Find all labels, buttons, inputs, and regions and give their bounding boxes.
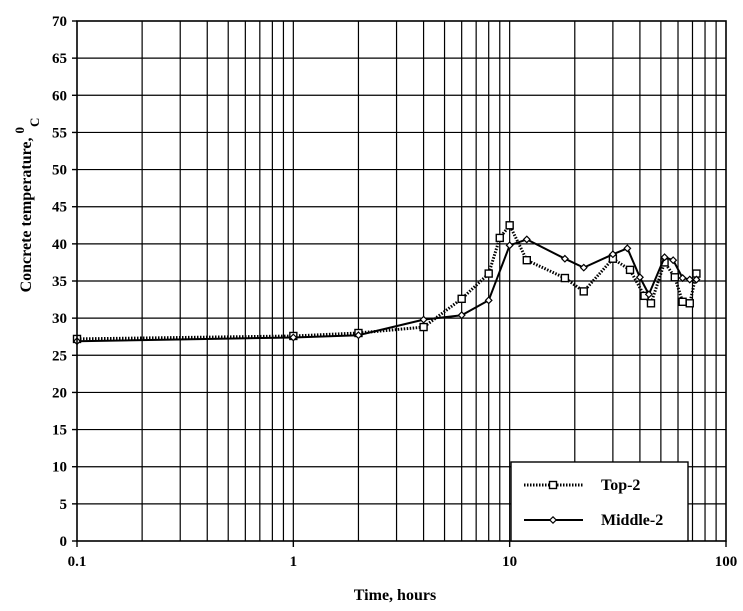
legend-label: Top-2 bbox=[601, 477, 640, 494]
x-tick-label: 0.1 bbox=[68, 554, 87, 570]
data-point bbox=[685, 275, 694, 284]
series-line bbox=[76, 223, 698, 341]
y-axis-title-main: Concrete temperature, bbox=[18, 133, 35, 292]
data-point bbox=[579, 287, 588, 296]
series-line bbox=[76, 238, 697, 343]
y-tick-label: 5 bbox=[60, 497, 68, 513]
data-point bbox=[495, 233, 504, 243]
data-point bbox=[678, 297, 687, 306]
legend-marker bbox=[548, 515, 558, 525]
y-tick-label: 35 bbox=[52, 274, 67, 290]
y-tick-label: 65 bbox=[52, 51, 67, 67]
x-tick-label: 10 bbox=[502, 554, 517, 570]
y-tick-label: 25 bbox=[52, 348, 67, 364]
x-tick-label: 100 bbox=[715, 554, 738, 570]
data-point bbox=[579, 263, 588, 272]
y-tick-label: 55 bbox=[52, 125, 67, 141]
data-point bbox=[354, 331, 363, 340]
data-point bbox=[457, 294, 466, 304]
data-point bbox=[685, 299, 694, 308]
y-axis-title-superscript: 0 bbox=[12, 127, 27, 134]
legend-box bbox=[510, 461, 689, 542]
grid-layer bbox=[77, 21, 726, 541]
legend-marker bbox=[548, 480, 558, 490]
data-point bbox=[522, 235, 531, 244]
data-point bbox=[669, 256, 678, 265]
data-point bbox=[623, 244, 632, 253]
data-point bbox=[660, 253, 669, 262]
data-point bbox=[484, 296, 493, 305]
data-point bbox=[625, 265, 635, 275]
y-tick-label: 40 bbox=[52, 237, 67, 253]
y-axis-title-subscript: C bbox=[27, 118, 42, 127]
data-point bbox=[419, 322, 428, 332]
y-tick-label: 10 bbox=[52, 460, 67, 476]
data-point bbox=[692, 275, 701, 284]
legend-label: Middle-2 bbox=[601, 512, 663, 529]
axis-layer: 0 5 10 15 20 25 30 35 40 45 50 55 60 65 70 0.1 1 10 100 bbox=[52, 14, 737, 570]
data-point bbox=[522, 256, 531, 265]
y-tick-label: 15 bbox=[52, 423, 67, 439]
data-point bbox=[457, 311, 466, 320]
series-layer bbox=[72, 221, 701, 346]
y-tick-label: 30 bbox=[52, 311, 67, 327]
series-middle-2 bbox=[72, 235, 701, 346]
y-tick-label: 50 bbox=[52, 163, 67, 179]
data-point bbox=[644, 290, 653, 299]
y-tick-label: 45 bbox=[52, 200, 67, 216]
data-point bbox=[560, 254, 569, 263]
x-tick-label: 1 bbox=[290, 554, 298, 570]
data-point bbox=[608, 250, 617, 259]
data-point bbox=[635, 273, 644, 282]
data-point bbox=[505, 221, 514, 230]
y-tick-label: 70 bbox=[52, 14, 67, 30]
data-point bbox=[484, 269, 493, 278]
x-axis-title: Time, hours bbox=[354, 587, 436, 604]
data-point bbox=[505, 241, 514, 250]
data-point bbox=[419, 315, 428, 324]
data-point bbox=[560, 273, 570, 283]
y-axis-title: Concrete temperature, 0C bbox=[12, 118, 42, 293]
data-point bbox=[646, 299, 656, 308]
y-tick-label: 20 bbox=[52, 385, 67, 401]
series-top-2 bbox=[72, 221, 701, 344]
y-tick-label: 60 bbox=[52, 88, 67, 104]
legend: Top-2 Middle-2 bbox=[510, 461, 689, 542]
y-tick-label: 0 bbox=[60, 534, 68, 550]
data-point bbox=[289, 333, 298, 342]
data-point bbox=[678, 273, 687, 283]
data-point bbox=[670, 273, 680, 282]
